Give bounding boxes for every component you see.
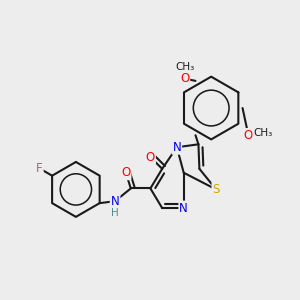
Text: N: N [179,202,188,214]
Text: F: F [36,162,43,175]
Text: CH₃: CH₃ [254,128,273,137]
Text: N: N [172,141,181,154]
Text: O: O [121,166,130,179]
Text: O: O [146,151,155,164]
Text: S: S [212,183,220,196]
Text: O: O [244,129,253,142]
Text: H: H [111,208,119,218]
Text: N: N [111,195,119,208]
Text: CH₃: CH₃ [175,62,194,72]
Text: O: O [180,72,189,85]
